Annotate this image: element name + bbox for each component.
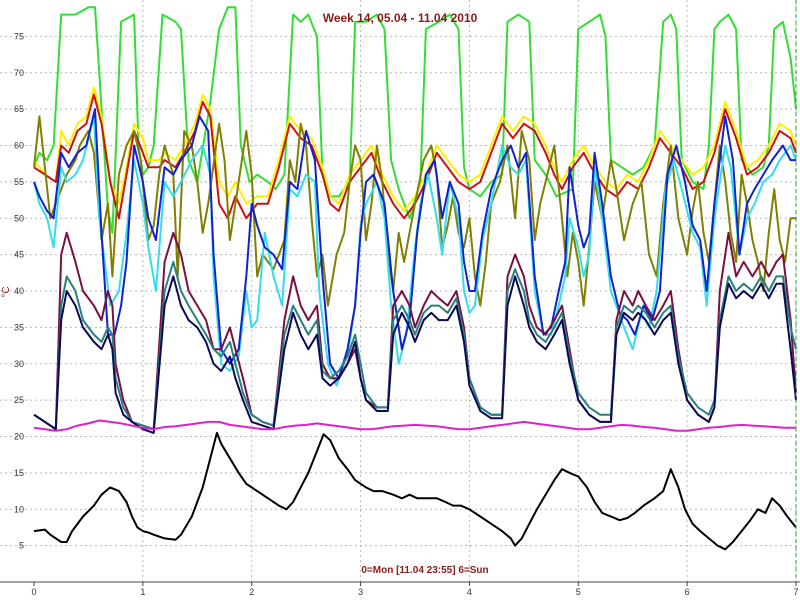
series-line-2 <box>33 86 797 212</box>
x-tick-labels: 0 1 2 3 4 5 6 7 <box>31 582 799 597</box>
y-axis-label: °C <box>1 286 12 297</box>
y-tick-label: 40 <box>14 286 24 296</box>
series-line-4 <box>33 115 796 307</box>
y-tick-label: 50 <box>14 213 24 223</box>
x-tick-label: 4 <box>467 587 472 597</box>
series-group <box>33 6 797 551</box>
y-tick-label: 20 <box>14 432 24 442</box>
series-line-7 <box>33 231 797 431</box>
y-tick-label: 30 <box>14 359 24 369</box>
y-tick-label: 65 <box>14 104 24 114</box>
y-tick-labels: 5 10 15 20 25 30 35 40 45 50 55 60 65 70 75 <box>14 31 24 550</box>
chart-title: Week 14, 05.04 - 11.04 2010 <box>323 11 478 25</box>
series-line-3 <box>33 93 797 220</box>
x-tick-label: 6 <box>685 587 690 597</box>
y-tick-label: 25 <box>14 395 24 405</box>
y-tick-label: 55 <box>14 177 24 187</box>
x-tick-label: 3 <box>358 587 363 597</box>
y-tick-label: 60 <box>14 141 24 151</box>
x-tick-label: 5 <box>576 587 581 597</box>
x-tick-label: 1 <box>140 587 145 597</box>
x-tick-label: 2 <box>249 587 254 597</box>
series-line-1 <box>33 6 797 234</box>
y-tick-label: 45 <box>14 250 24 260</box>
x-tick-label: 0 <box>31 587 36 597</box>
x-tick-label: 7 <box>793 587 798 597</box>
series-line-10 <box>33 419 796 432</box>
series-line-11 <box>33 431 797 551</box>
chart-footer-note: 0=Mon [11.04 23:55] 6=Sun <box>361 565 488 576</box>
y-tick-label: 75 <box>14 31 24 41</box>
y-tick-label: 5 <box>19 541 24 551</box>
y-tick-label: 35 <box>14 322 24 332</box>
series-line-9 <box>33 275 797 434</box>
y-tick-label: 15 <box>14 468 24 478</box>
y-tick-label: 10 <box>14 504 24 514</box>
series-line-6 <box>33 108 796 380</box>
y-tick-label: 70 <box>14 68 24 78</box>
